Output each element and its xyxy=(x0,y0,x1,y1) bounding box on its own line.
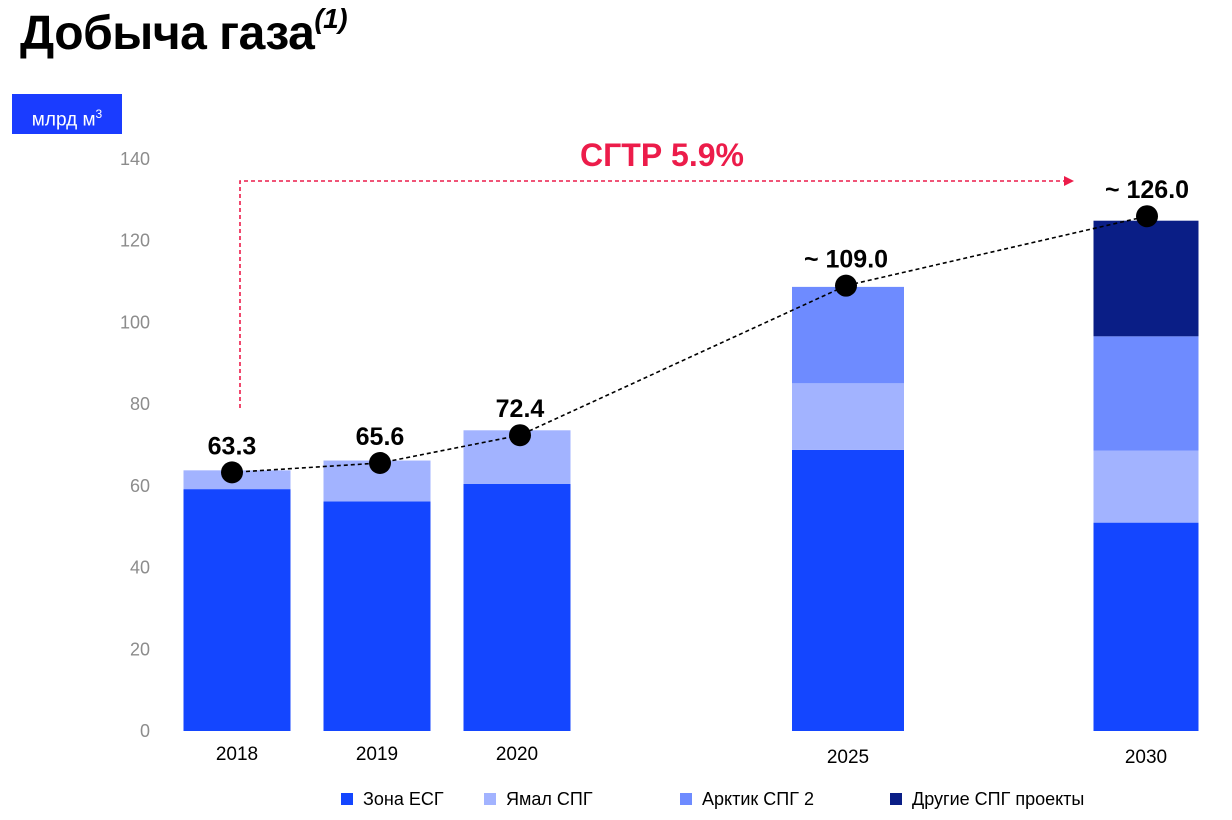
x-tick-label: 2025 xyxy=(827,747,869,768)
bar-group-2025 xyxy=(792,286,904,731)
unit-badge: млрд м3 xyxy=(12,94,122,134)
total-marker xyxy=(369,451,391,474)
bar-segment xyxy=(792,383,904,450)
bar-segment xyxy=(1093,336,1199,451)
x-tick-label: 2030 xyxy=(1125,747,1167,768)
x-tick-label: 2020 xyxy=(496,744,538,765)
bar-segment xyxy=(792,449,904,731)
title-footnote: (1) xyxy=(314,3,348,34)
bar-segment xyxy=(792,286,904,384)
legend-label: Ямал СПГ xyxy=(506,789,593,809)
total-label: 65.6 xyxy=(356,423,405,451)
bar-segment xyxy=(323,501,431,731)
bars xyxy=(183,220,1199,731)
total-marker xyxy=(1136,205,1158,228)
y-axis: 0 20 40 60 80 100 120 140 xyxy=(120,149,150,741)
y-tick-label: 60 xyxy=(130,476,150,496)
y-tick-label: 100 xyxy=(120,312,150,332)
total-marker xyxy=(835,274,857,297)
x-tick-label: 2018 xyxy=(216,744,258,765)
y-tick-label: 140 xyxy=(120,149,150,169)
bar-group-2019 xyxy=(323,460,431,731)
x-tick-label: 2019 xyxy=(356,744,398,765)
cagr-arrow xyxy=(239,176,1074,408)
bar-segment xyxy=(1093,522,1199,731)
total-label: ~ 109.0 xyxy=(804,246,888,274)
legend-item: Арктик СПГ 2 xyxy=(680,789,814,809)
legend-swatch xyxy=(680,793,692,805)
y-tick-label: 40 xyxy=(130,558,150,578)
bar-segment xyxy=(1093,450,1199,523)
legend-swatch xyxy=(484,793,496,805)
bar-group-2018 xyxy=(183,470,291,731)
legend-swatch xyxy=(890,793,902,805)
legend-item: Ямал СПГ xyxy=(484,789,593,809)
y-tick-label: 20 xyxy=(130,639,150,659)
y-tick-label: 80 xyxy=(130,394,150,414)
legend-item: Другие СПГ проекты xyxy=(890,789,1084,809)
total-marker xyxy=(509,424,531,447)
total-label: ~ 126.0 xyxy=(1105,176,1189,204)
legend-label: Арктик СПГ 2 xyxy=(702,789,814,809)
page-title: Добыча газа(1) xyxy=(20,3,348,60)
total-label: 63.3 xyxy=(208,432,257,460)
total-marker xyxy=(221,461,243,484)
legend: Зона ЕСГ Ямал СПГ Арктик СПГ 2 Другие СПГ п… xyxy=(341,789,1084,809)
total-label: 72.4 xyxy=(496,395,545,423)
y-tick-label: 0 xyxy=(140,721,150,741)
bar-segment xyxy=(463,483,571,731)
bar-segment xyxy=(183,489,291,731)
bar-group-2020 xyxy=(463,430,571,731)
trend-dashed-line xyxy=(231,215,1148,474)
x-axis: 2018 2019 2020 2025 2030 xyxy=(216,744,1167,768)
legend-label: Другие СПГ проекты xyxy=(912,789,1084,809)
bar-segment xyxy=(1093,220,1199,337)
bar-group-2030 xyxy=(1093,220,1199,731)
legend-item: Зона ЕСГ xyxy=(341,789,444,809)
unit-superscript: 3 xyxy=(95,107,103,121)
legend-swatch xyxy=(341,793,353,805)
y-tick-label: 120 xyxy=(120,231,150,251)
trend-line: 63.3 65.6 72.4 ~ 109.0 ~ 126.0 xyxy=(208,176,1189,484)
unit-label: млрд м xyxy=(31,109,96,131)
legend-label: Зона ЕСГ xyxy=(363,789,444,809)
cagr-label: CГТР 5.9% xyxy=(580,137,744,173)
cagr-annotation: CГТР 5.9% xyxy=(239,137,1074,408)
